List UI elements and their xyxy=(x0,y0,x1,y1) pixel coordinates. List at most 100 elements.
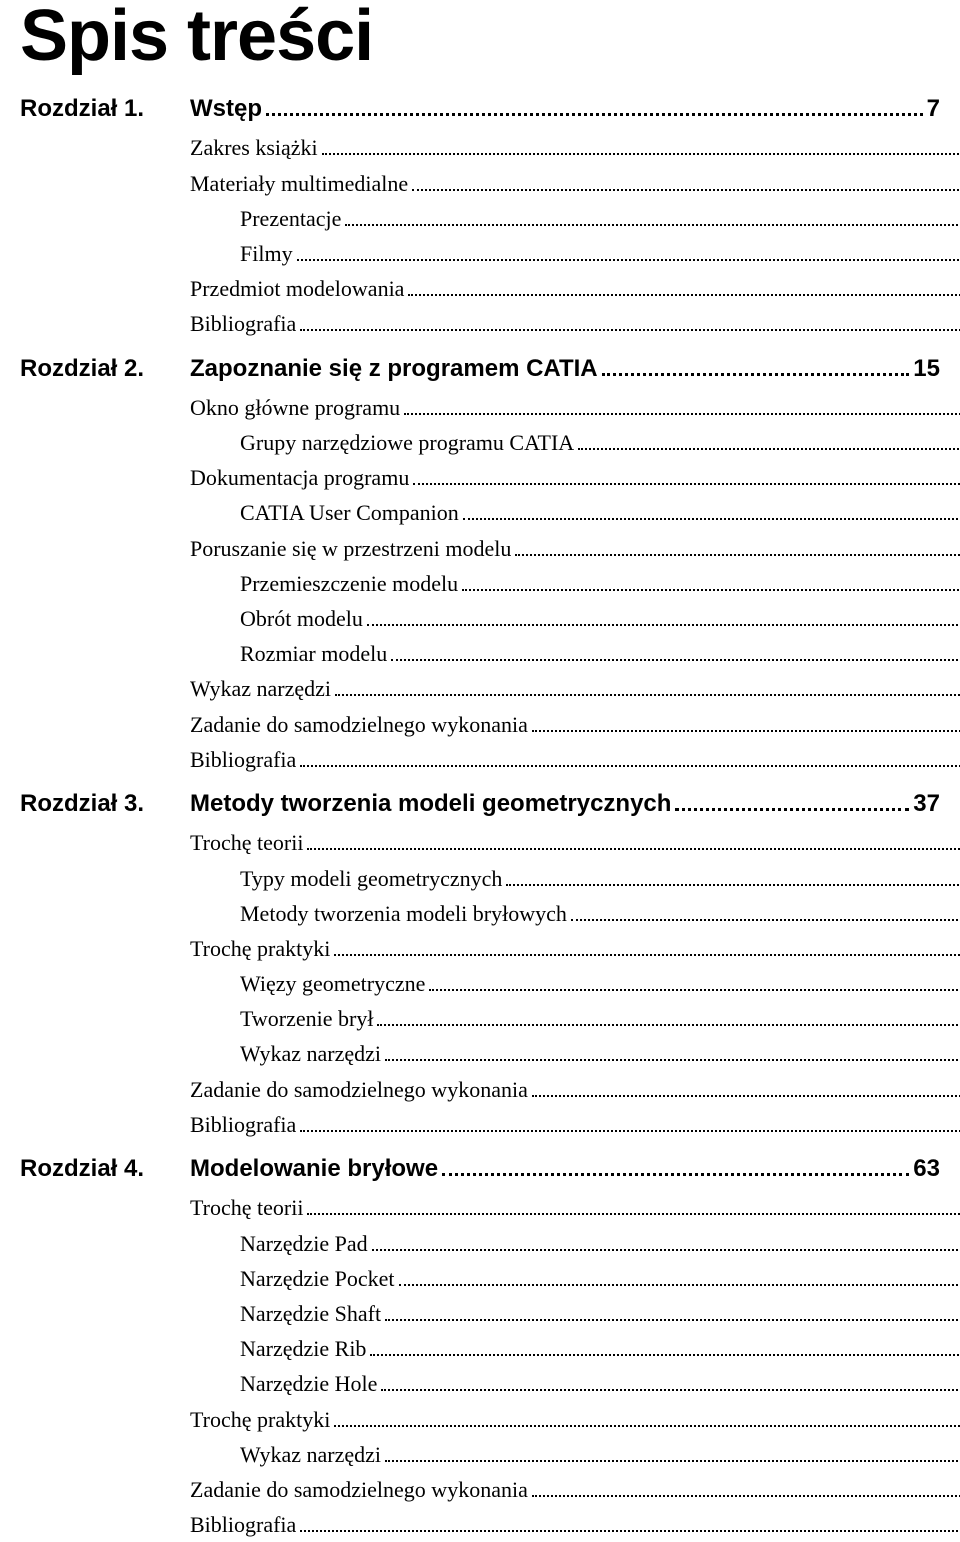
dot-leader xyxy=(367,606,960,626)
dot-leader xyxy=(345,206,960,226)
toc-entry-row: Wykaz narzędzi44 xyxy=(20,1036,960,1071)
dot-leader xyxy=(442,1154,909,1176)
chapter-page: 15 xyxy=(913,350,940,388)
toc-entry-row: Dokumentacja programu23 xyxy=(20,460,960,495)
toc-entry-row: Obrót modelu27 xyxy=(20,601,960,636)
toc-entry-row: Bibliografia35 xyxy=(20,742,960,777)
chapter-title: Wstęp xyxy=(190,90,262,128)
toc-entry-row: Tworzenie brył43 xyxy=(20,1001,960,1036)
dot-leader xyxy=(266,94,923,116)
dot-leader xyxy=(307,1196,960,1216)
toc-entry-row: Narzędzie Pocket73 xyxy=(20,1261,960,1296)
toc-entry-label: Wykaz narzędzi xyxy=(240,1036,381,1071)
toc-entry-label: Narzędzie Pad xyxy=(240,1226,368,1261)
toc-chapter-row: Rozdział 3.Metody tworzenia modeli geome… xyxy=(20,785,940,823)
dot-leader xyxy=(602,353,910,375)
toc-entry-row: Poruszanie się w przestrzeni modelu26 xyxy=(20,531,960,566)
chapter-prefix: Rozdział 3. xyxy=(20,785,190,823)
toc-entry-row: Więzy geometryczne42 xyxy=(20,966,960,1001)
toc-entry-label: Zadanie do samodzielnego wykonania xyxy=(190,1472,528,1507)
dot-leader xyxy=(335,677,960,697)
toc-entry-row: Prezentacje9 xyxy=(20,201,960,236)
toc-entry-label: Zakres książki xyxy=(190,130,318,165)
chapter-page: 37 xyxy=(913,785,940,823)
dot-leader xyxy=(372,1231,960,1251)
toc-entry-row: CATIA User Companion25 xyxy=(20,495,960,530)
toc-entry-label: Tworzenie brył xyxy=(240,1001,373,1036)
dot-leader xyxy=(385,1301,960,1321)
toc-entry-label: Narzędzie Rib xyxy=(240,1331,366,1366)
dot-leader xyxy=(391,642,960,662)
toc-entry-label: Bibliografia xyxy=(190,742,296,777)
dot-leader xyxy=(532,1477,960,1497)
dot-leader xyxy=(408,277,960,297)
dot-leader xyxy=(571,901,960,921)
chapter-prefix: Rozdział 2. xyxy=(20,350,190,388)
toc-entry-label: Materiały multimedialne xyxy=(190,166,408,201)
dot-leader xyxy=(334,936,960,956)
dot-leader xyxy=(399,1266,960,1286)
dot-leader xyxy=(381,1372,960,1392)
chapter-title: Metody tworzenia modeli geometrycznych xyxy=(190,785,671,823)
dot-leader xyxy=(300,312,960,332)
table-of-contents: Rozdział 1.Wstęp 7Zakres książki 7 Materiał… xyxy=(20,90,940,1542)
toc-chapter-row: Rozdział 1.Wstęp 7 xyxy=(20,90,940,128)
toc-entry-row: Typy modeli geometrycznych38 xyxy=(20,861,960,896)
toc-entry-label: Dokumentacja programu xyxy=(190,460,409,495)
dot-leader xyxy=(322,136,960,156)
toc-entry-row: Narzędzie Shaft76 xyxy=(20,1296,960,1331)
chapter-page: 63 xyxy=(913,1150,940,1188)
toc-entry-row: Zadanie do samodzielnego wykonania34 xyxy=(20,707,960,742)
toc-entry-row: Rozmiar modelu28 xyxy=(20,636,960,671)
dot-leader xyxy=(300,747,960,767)
dot-leader xyxy=(377,1007,960,1027)
toc-entry-label: Więzy geometryczne xyxy=(240,966,425,1001)
chapter-page: 7 xyxy=(927,90,940,128)
chapter-prefix: Rozdział 4. xyxy=(20,1150,190,1188)
toc-entry-row: Bibliografia110 xyxy=(20,1507,960,1542)
dot-leader xyxy=(413,466,960,486)
toc-entry-row: Materiały multimedialne9 xyxy=(20,166,960,201)
toc-entry-row: Narzędzie Rib79 xyxy=(20,1331,960,1366)
toc-entry-label: Rozmiar modelu xyxy=(240,636,387,671)
toc-entry-row: Wykaz narzędzi90 xyxy=(20,1437,960,1472)
toc-entry-row: Zadanie do samodzielnego wykonania107 xyxy=(20,1472,960,1507)
toc-entry-label: Okno główne programu xyxy=(190,390,400,425)
toc-entry-row: Przemieszczenie modelu27 xyxy=(20,566,960,601)
toc-entry-label: Narzędzie Hole xyxy=(240,1366,377,1401)
toc-entry-label: Przedmiot modelowania xyxy=(190,271,404,306)
toc-entry-row: Narzędzie Pad64 xyxy=(20,1226,960,1261)
toc-entry-row: Zadanie do samodzielnego wykonania59 xyxy=(20,1072,960,1107)
toc-entry-label: Wykaz narzędzi xyxy=(190,671,331,706)
dot-leader xyxy=(297,241,960,261)
toc-entry-label: Grupy narzędziowe programu CATIA xyxy=(240,425,574,460)
toc-entry-label: Metody tworzenia modeli bryłowych xyxy=(240,896,567,931)
dot-leader xyxy=(307,831,960,851)
chapter-prefix: Rozdział 1. xyxy=(20,90,190,128)
dot-leader xyxy=(300,1513,960,1533)
chapter-title: Zapoznanie się z programem CATIA xyxy=(190,350,598,388)
toc-entry-label: Wykaz narzędzi xyxy=(240,1437,381,1472)
toc-entry-label: Filmy xyxy=(240,236,293,271)
page-title: Spis treści xyxy=(20,0,940,72)
toc-entry-label: Prezentacje xyxy=(240,201,341,236)
toc-entry-label: Trochę praktyki xyxy=(190,931,330,966)
toc-entry-row: Przedmiot modelowania12 xyxy=(20,271,960,306)
dot-leader xyxy=(300,1112,960,1132)
dot-leader xyxy=(334,1407,960,1427)
toc-entry-row: Trochę teorii63 xyxy=(20,1190,960,1225)
dot-leader xyxy=(385,1442,960,1462)
dot-leader xyxy=(506,866,960,886)
dot-leader xyxy=(675,789,909,811)
toc-entry-label: Bibliografia xyxy=(190,306,296,341)
dot-leader xyxy=(462,571,960,591)
toc-entry-row: Bibliografia60 xyxy=(20,1107,960,1142)
toc-entry-label: Obrót modelu xyxy=(240,601,363,636)
toc-entry-row: Wykaz narzędzi29 xyxy=(20,671,960,706)
dot-leader xyxy=(412,171,960,191)
dot-leader xyxy=(370,1337,960,1357)
toc-entry-row: Grupy narzędziowe programu CATIA16 xyxy=(20,425,960,460)
toc-entry-row: Trochę praktyki89 xyxy=(20,1402,960,1437)
toc-entry-label: Bibliografia xyxy=(190,1107,296,1142)
toc-entry-row: Trochę teorii37 xyxy=(20,825,960,860)
